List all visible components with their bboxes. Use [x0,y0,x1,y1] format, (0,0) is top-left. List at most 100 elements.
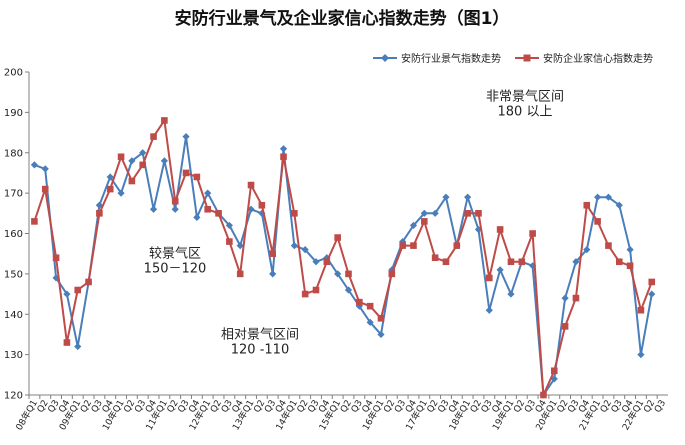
data-point [226,238,233,245]
data-point [301,246,309,254]
data-point [648,290,656,298]
data-point [345,270,352,278]
data-point [334,234,341,241]
legend-marker-series-1 [381,54,389,62]
data-point [96,210,103,217]
data-point [236,270,244,278]
data-point [312,258,320,266]
data-point [139,161,147,169]
data-point [74,342,82,351]
data-point [52,274,60,282]
data-point [106,173,114,181]
data-point [63,339,71,346]
data-point [464,210,471,217]
legend: 安防行业景气指数走势 安防企业家信心指数走势 [373,52,653,65]
data-point [561,323,569,330]
data-point [171,205,179,213]
data-point [291,210,298,217]
data-point [356,298,363,306]
data-point [583,246,591,254]
annotation-text: 150－120 [144,262,207,277]
data-point [421,218,428,225]
data-point [377,314,385,322]
data-point [409,221,418,230]
data-point [604,193,613,201]
x-tick-label: Q3 [653,399,668,415]
data-point [171,197,179,205]
data-point [160,157,168,165]
series-1 [30,133,656,399]
data-point [464,193,472,201]
legend-label-series-2: 安防企业家信心指数走势 [543,52,653,65]
y-tick-label: 120 [4,391,23,402]
data-point [550,367,558,375]
y-tick-label: 170 [4,189,23,200]
data-point [236,242,244,250]
data-point [117,153,125,161]
series-layer [30,117,656,399]
data-point [431,254,439,262]
data-point [474,225,483,234]
data-point [637,306,645,314]
annotation-text: 120 -110 [231,342,289,357]
data-point [399,242,406,249]
data-point [605,242,612,249]
data-point [442,258,450,266]
data-point [540,391,547,399]
data-point [453,242,461,249]
data-point [572,294,580,302]
data-point [572,258,580,266]
data-point [561,294,569,302]
data-point [182,133,190,141]
data-point [496,226,504,233]
data-point [529,230,536,237]
data-point [149,205,158,213]
data-point [442,193,450,201]
data-point [485,274,493,282]
data-point [215,210,222,217]
data-point [247,181,255,189]
data-point [648,278,656,286]
data-point [312,286,320,294]
y-tick-label: 180 [4,148,23,159]
data-point [431,209,439,217]
data-point [334,270,342,278]
annotation-text: 较景气区 [149,246,201,262]
data-point [507,290,515,298]
annotation-text: 180 以上 [498,104,553,119]
data-point [193,213,201,221]
data-point [594,218,601,225]
series-line [34,135,653,396]
data-point [615,258,623,266]
data-point [63,290,71,298]
data-point [420,209,428,217]
y-tick-label: 130 [4,350,23,361]
data-point [550,375,558,383]
data-point [323,258,331,266]
data-point [258,209,266,217]
data-point [366,318,374,326]
series-2 [31,117,656,399]
data-point [410,242,417,249]
data-point [225,221,233,230]
x-tick-label: 08年Q1 [13,398,40,433]
data-point [366,302,374,310]
annotation-text: 非常景气区间 [486,88,564,104]
data-point [583,201,591,209]
data-point [31,218,38,225]
data-point [290,242,298,250]
data-point [626,262,634,270]
data-point [594,193,602,201]
data-point [41,165,49,173]
legend-marker-series-2 [523,54,531,62]
data-point [204,189,212,197]
data-point [204,205,212,213]
data-point [496,266,504,274]
data-point [475,210,482,217]
data-point [377,330,385,339]
data-point [507,258,515,266]
data-point [139,149,147,157]
y-tick-label: 150 [4,269,23,280]
